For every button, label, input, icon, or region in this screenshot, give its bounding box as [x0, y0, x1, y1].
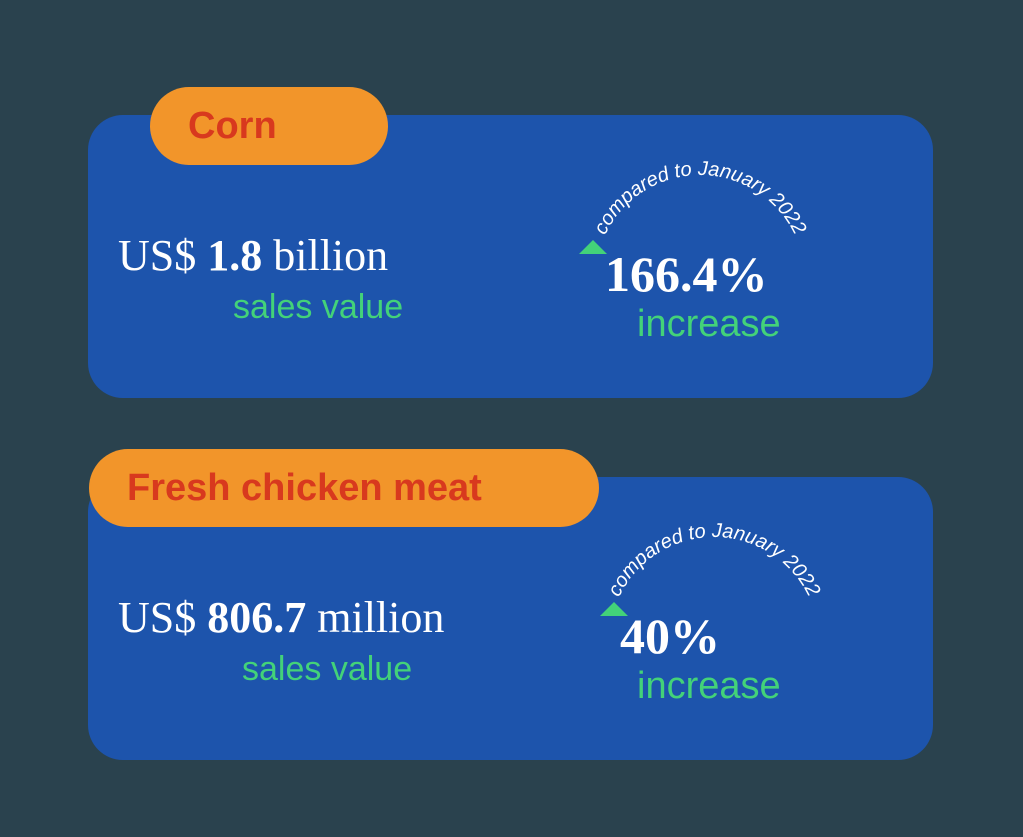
sales-sub-label: sales value: [242, 650, 412, 689]
infographic-stage: CornUS$ 1.8 billionsales value166.4%incr…: [0, 0, 1023, 837]
svg-text:compared to January 2022: compared to January 2022: [590, 158, 811, 238]
category-pill-label: Fresh chicken meat: [127, 467, 482, 510]
arc-caption-chicken: compared to January 2022: [564, 482, 864, 642]
increase-label: increase: [637, 303, 781, 346]
sales-currency: US$: [118, 231, 207, 280]
sales-amount: 1.8: [207, 231, 262, 280]
svg-text:compared to January 2022: compared to January 2022: [604, 520, 825, 600]
sales-unit: million: [306, 593, 444, 642]
increase-label: increase: [637, 665, 781, 708]
category-pill-chicken: Fresh chicken meat: [89, 449, 599, 527]
sales-value-corn: US$ 1.8 billion: [118, 230, 388, 281]
sales-sub-label: sales value: [233, 288, 403, 327]
arc-caption-text: compared to January 2022: [590, 158, 811, 238]
category-pill-corn: Corn: [150, 87, 388, 165]
sales-unit: billion: [262, 231, 388, 280]
sales-amount: 806.7: [207, 593, 306, 642]
arc-caption-text: compared to January 2022: [604, 520, 825, 600]
category-pill-label: Corn: [188, 105, 277, 148]
sales-currency: US$: [118, 593, 207, 642]
sales-value-chicken: US$ 806.7 million: [118, 592, 444, 643]
arc-caption-corn: compared to January 2022: [550, 120, 850, 280]
